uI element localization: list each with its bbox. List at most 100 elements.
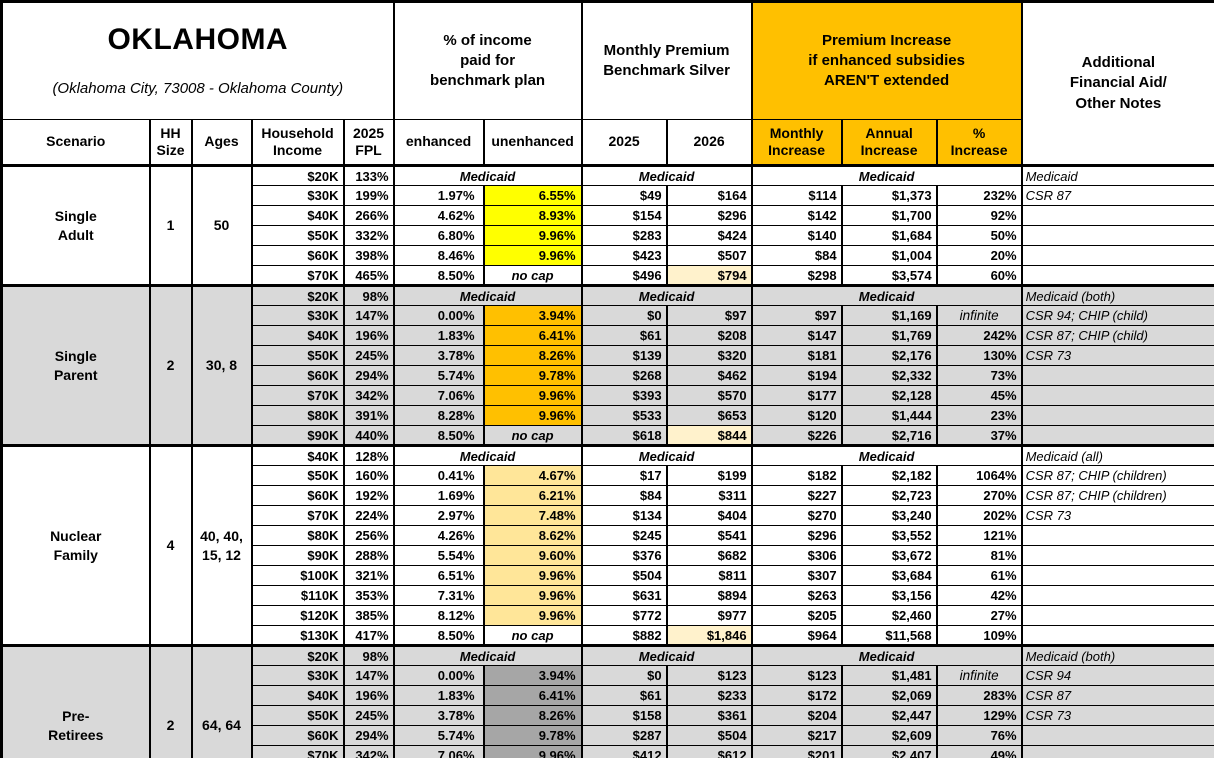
cell-monthly-increase: $217: [750, 725, 843, 746]
cell-premium-2025: $268: [580, 365, 668, 386]
cell-premium-2025: $134: [580, 505, 668, 526]
cell-monthly-increase: $123: [750, 665, 843, 686]
cell-monthly-increase: $194: [750, 365, 843, 386]
cell-fpl: 128%: [342, 444, 395, 466]
cell-premium-2025: $158: [580, 705, 668, 726]
cell-fpl: 266%: [342, 205, 395, 226]
col-header-scenario: Scenario: [0, 119, 151, 167]
cell-premium-2025: $882: [580, 625, 668, 646]
cell-income: $60K: [250, 725, 345, 746]
cell-notes: [1020, 245, 1214, 266]
cell-annual-increase: $1,700: [840, 205, 938, 226]
cell-notes: Medicaid: [1020, 164, 1214, 186]
cell-enhanced-pct: 4.62%: [392, 205, 485, 226]
cell-monthly-increase: $227: [750, 485, 843, 506]
cell-notes: [1020, 545, 1214, 566]
cell-income: $20K: [250, 644, 345, 666]
cell-unenhanced-pct: 8.26%: [482, 705, 583, 726]
cell-unenhanced-pct: 9.78%: [482, 725, 583, 746]
cell-medicaid-increase: Medicaid: [750, 284, 1023, 306]
cell-income: $80K: [250, 525, 345, 546]
cell-enhanced-pct: 7.31%: [392, 585, 485, 606]
cell-enhanced-pct: 0.00%: [392, 305, 485, 326]
table-row: $60K 294% 5.74% 9.78% $268 $462 $194 $2,332 73%: [2, 365, 1214, 386]
cell-enhanced-pct: 2.97%: [392, 505, 485, 526]
cell-premium-2026: $208: [665, 325, 753, 346]
col-header-2025-fpl: 2025 FPL: [342, 119, 395, 167]
cell-income: $90K: [250, 425, 345, 446]
group-header-notes: Additional Financial Aid/ Other Notes: [1020, 1, 1214, 166]
cell-pct-increase: 20%: [935, 245, 1023, 266]
cell-fpl: 196%: [342, 685, 395, 706]
cell-notes: CSR 94: [1020, 665, 1214, 686]
cell-income: $70K: [250, 265, 345, 286]
cell-unenhanced-pct: 8.26%: [482, 345, 583, 366]
cell-enhanced-pct: 5.54%: [392, 545, 485, 566]
cell-pct-increase: 27%: [935, 605, 1023, 626]
col-header-unenhanced: unenhanced: [482, 119, 583, 167]
cell-pct-increase: 37%: [935, 425, 1023, 446]
cell-premium-2026: $296: [665, 205, 753, 226]
cell-scenario: Nuclear Family: [0, 444, 151, 646]
cell-premium-2025: $533: [580, 405, 668, 426]
cell-annual-increase: $2,460: [840, 605, 938, 626]
cell-unenhanced-pct: 9.96%: [482, 565, 583, 586]
cell-ages: 30, 8: [190, 284, 253, 446]
cell-monthly-increase: $140: [750, 225, 843, 246]
cell-income: $30K: [250, 665, 345, 686]
cell-premium-2025: $283: [580, 225, 668, 246]
cell-annual-increase: $3,156: [840, 585, 938, 606]
cell-enhanced-pct: 8.50%: [392, 425, 485, 446]
cell-medicaid-income-share: Medicaid: [392, 444, 583, 466]
cell-medicaid-premium: Medicaid: [580, 444, 753, 466]
table-row: $100K 321% 6.51% 9.96% $504 $811 $307 $3,684 61%: [2, 565, 1214, 586]
cell-monthly-increase: $226: [750, 425, 843, 446]
cell-premium-2026: $682: [665, 545, 753, 566]
cell-annual-increase: $1,169: [840, 305, 938, 326]
cell-premium-2025: $49: [580, 185, 668, 206]
cell-premium-2026: $504: [665, 725, 753, 746]
table-row: Nuclear Family 4 40, 40, 15, 12 $40K 128% Med…: [0, 444, 1214, 646]
table-row: $110K 353% 7.31% 9.96% $631 $894 $263 $3,156 42%: [2, 585, 1214, 606]
cell-fpl: 288%: [342, 545, 395, 566]
cell-medicaid-income-share: Medicaid: [392, 644, 583, 666]
cell-pct-increase: 92%: [935, 205, 1023, 226]
table-row: $60K 398% 8.46% 9.96% $423 $507 $84 $1,004 20%: [2, 245, 1214, 266]
table-title-cell: OKLAHOMA (Oklahoma City, 73008 - Oklahom…: [0, 1, 395, 120]
cell-unenhanced-pct: 9.78%: [482, 365, 583, 386]
cell-unenhanced-pct: 3.94%: [482, 305, 583, 326]
cell-monthly-increase: $114: [750, 185, 843, 206]
cell-fpl: 321%: [342, 565, 395, 586]
cell-unenhanced-pct: 8.93%: [482, 205, 583, 226]
cell-income: $70K: [250, 745, 345, 758]
cell-unenhanced-pct: 9.96%: [482, 225, 583, 246]
cell-premium-2025: $139: [580, 345, 668, 366]
cell-notes: [1020, 745, 1214, 758]
cell-notes: [1020, 425, 1214, 446]
cell-premium-2025: $618: [580, 425, 668, 446]
cell-annual-increase: $2,176: [840, 345, 938, 366]
cell-premium-2026: $404: [665, 505, 753, 526]
table-row: $40K 196% 1.83% 6.41% $61 $233 $172 $2,069 283% C…: [2, 685, 1214, 706]
cell-premium-2025: $393: [580, 385, 668, 406]
cell-notes: CSR 87; CHIP (children): [1020, 465, 1214, 486]
cell-pct-increase: 50%: [935, 225, 1023, 246]
table-row: $50K 332% 6.80% 9.96% $283 $424 $140 $1,684 50%: [2, 225, 1214, 246]
table-row: $30K 199% 1.97% 6.55% $49 $164 $114 $1,373 232% C…: [2, 185, 1214, 206]
cell-premium-2025: $61: [580, 325, 668, 346]
cell-hh-size: 1: [148, 164, 193, 286]
cell-unenhanced-pct: 9.96%: [482, 385, 583, 406]
cell-monthly-increase: $182: [750, 465, 843, 486]
cell-notes: CSR 87; CHIP (children): [1020, 485, 1214, 506]
cell-premium-2025: $154: [580, 205, 668, 226]
table-row: Single Adult 1 50 $20K 133% Medicaid Medicaid M…: [0, 164, 1214, 286]
table-row: $120K 385% 8.12% 9.96% $772 $977 $205 $2,460 27%: [2, 605, 1214, 626]
cell-pct-increase: 81%: [935, 545, 1023, 566]
cell-fpl: 391%: [342, 405, 395, 426]
cell-premium-2025: $412: [580, 745, 668, 758]
cell-premium-2026: $507: [665, 245, 753, 266]
cell-income: $50K: [250, 465, 345, 486]
cell-unenhanced-pct: 9.96%: [482, 405, 583, 426]
cell-fpl: 245%: [342, 705, 395, 726]
